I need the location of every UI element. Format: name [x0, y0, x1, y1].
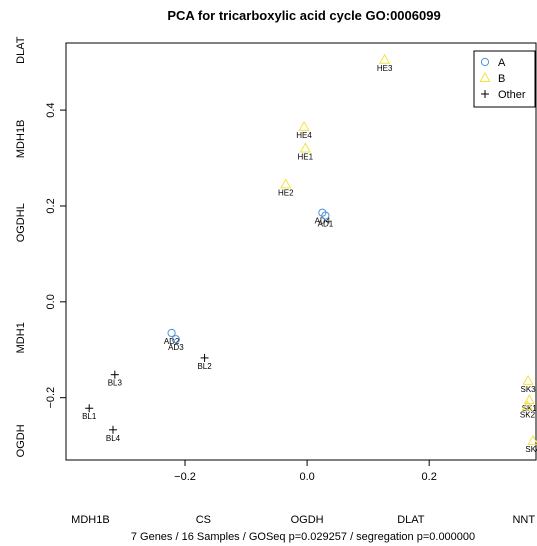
legend-label: B	[498, 73, 505, 85]
point-bl4	[109, 425, 117, 434]
point-label: HE2	[278, 188, 294, 197]
x-gene-labels: MDH1B CS OGDH DLAT NNT	[71, 514, 535, 526]
point-label: SK4	[525, 445, 537, 454]
point-label: AD3	[168, 343, 184, 352]
point-bl3	[110, 370, 119, 379]
point-label: AD4	[315, 217, 331, 226]
point-he2	[280, 178, 292, 189]
point-label: SK1	[522, 404, 537, 413]
point-label: HE4	[296, 131, 312, 140]
point-label: SK3	[521, 385, 537, 394]
point-sk3	[522, 374, 534, 385]
point-label: HE3	[377, 64, 393, 73]
chart-footer: 7 Genes / 16 Samples / GOSeq p=0.029257 …	[131, 531, 475, 543]
y-gene-label: OGDH	[15, 424, 27, 457]
point-label: AD2	[164, 337, 180, 346]
point-he3	[379, 53, 391, 64]
point-label: BL2	[197, 362, 212, 371]
legend-label: A	[498, 57, 506, 69]
y-tick-label: −0.2	[45, 387, 57, 409]
point-label: AD1	[318, 220, 334, 229]
point-label: BL1	[82, 412, 97, 421]
point-he4	[298, 120, 310, 131]
point-sk4	[527, 434, 537, 445]
x-axis: −0.2 0.0 0.2	[174, 460, 437, 483]
y-axis: −0.2 0.0 0.2 0.4	[45, 102, 66, 409]
chart-title: PCA for tricarboxylic acid cycle GO:0006…	[167, 8, 440, 23]
x-tick-label: 0.0	[299, 471, 314, 483]
point-label: HE1	[297, 152, 313, 161]
legend-label: Other	[498, 89, 526, 101]
point-label: BL4	[106, 434, 121, 443]
y-tick-label: 0.2	[45, 198, 57, 213]
x-tick-label: 0.2	[422, 471, 437, 483]
point-bl2	[200, 353, 209, 362]
y-gene-label: MDH1	[15, 322, 27, 353]
point-ad1	[321, 211, 330, 220]
legend-box	[473, 50, 536, 108]
point-he1	[299, 142, 311, 153]
point-ad4	[318, 208, 327, 217]
y-tick-label: 0.4	[45, 102, 57, 117]
point-ad2	[167, 328, 176, 338]
x-gene-label: NNT	[512, 514, 535, 526]
y-gene-labels: DLAT MDH1B OGDHL MDH1 OGDH	[15, 36, 27, 457]
x-tick-label: −0.2	[174, 471, 196, 483]
x-gene-label: OGDH	[291, 514, 324, 526]
y-gene-label: OGDHL	[15, 203, 27, 242]
point-ad3	[171, 335, 180, 344]
x-gene-label: CS	[196, 514, 211, 526]
point-sk2	[521, 400, 534, 411]
legend-marker-b	[479, 71, 491, 82]
y-tick-label: 0.0	[45, 294, 57, 309]
legend: AB Other	[473, 50, 536, 108]
point-label: SK2	[520, 410, 536, 419]
point-sk1	[523, 394, 535, 405]
y-gene-label: DLAT	[15, 36, 27, 64]
y-gene-label: MDH1B	[15, 120, 27, 159]
point-bl1	[85, 404, 94, 413]
x-gene-label: DLAT	[397, 514, 425, 526]
x-gene-label: MDH1B	[71, 514, 110, 526]
point-label: BL3	[108, 379, 123, 388]
plot-frame	[65, 42, 537, 461]
legend-marker-other	[481, 90, 489, 98]
legend-marker-a	[480, 57, 490, 67]
